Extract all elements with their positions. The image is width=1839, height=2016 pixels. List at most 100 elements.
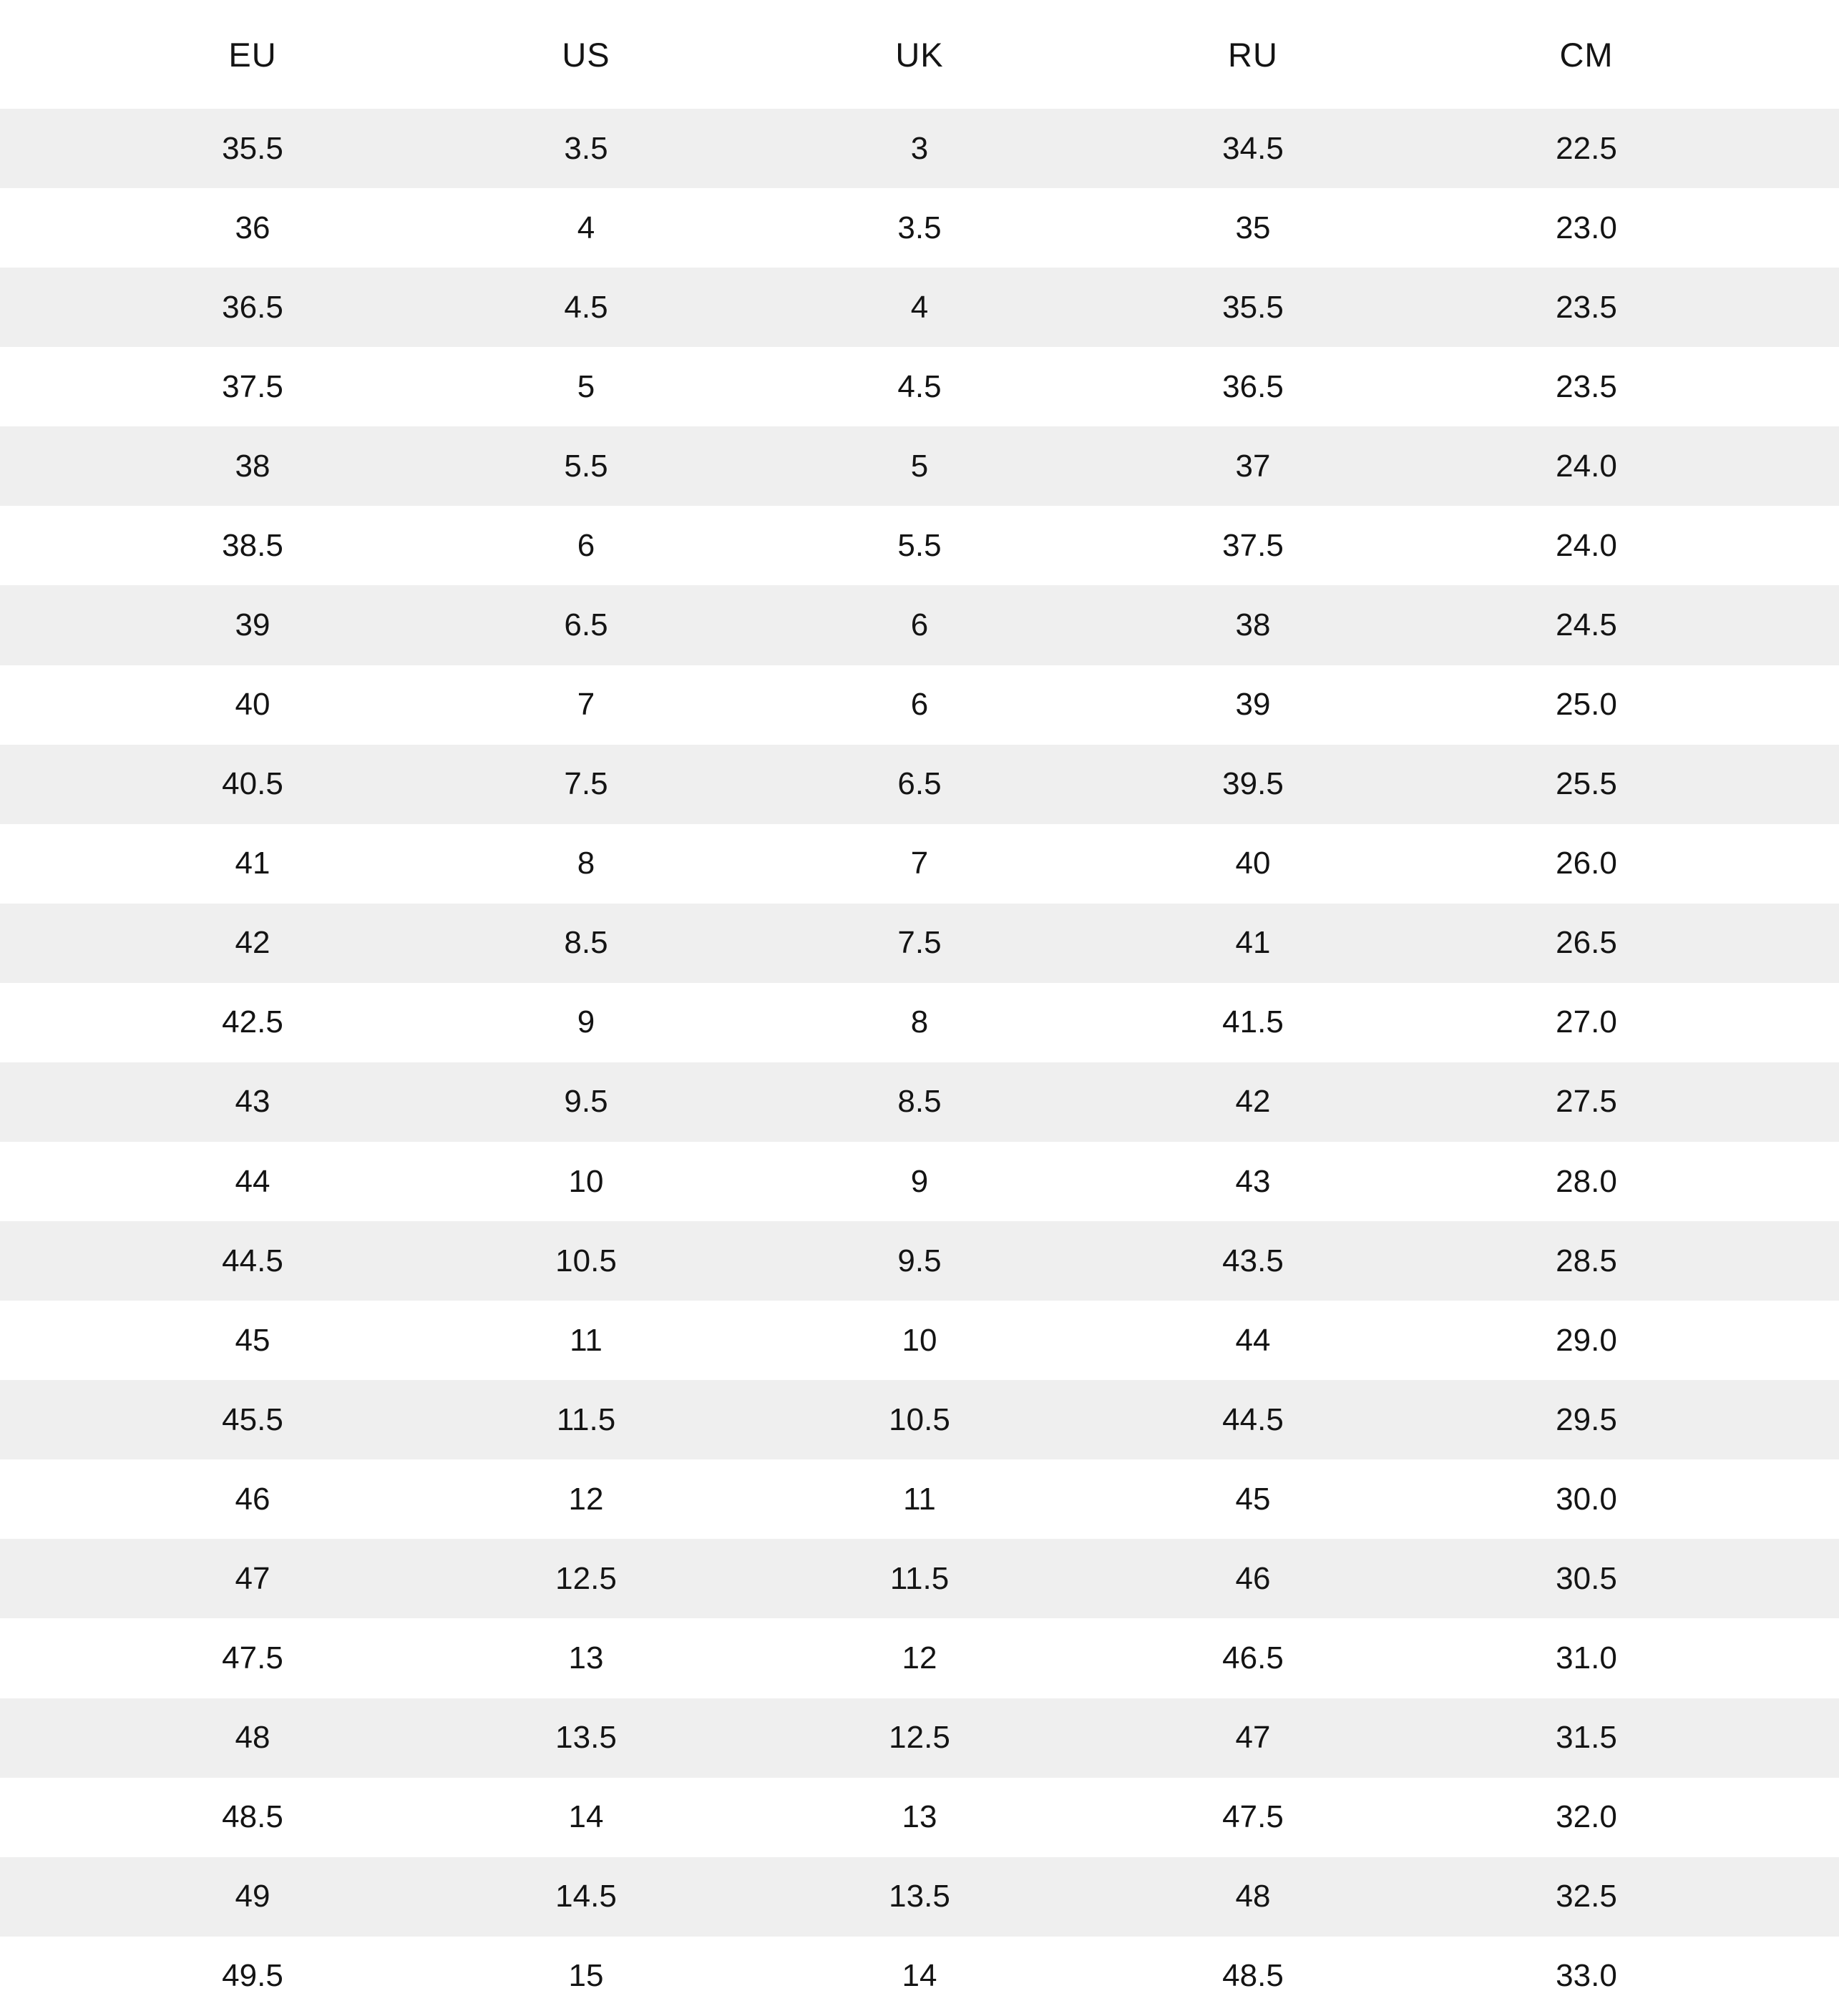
table-cell: 47 [235, 1560, 270, 1596]
table-cell: 32.0 [1556, 1799, 1617, 1835]
table-cell: 38 [235, 448, 270, 484]
table-cell: 6 [910, 687, 929, 723]
table-row: 42.5 9 8 41.5 27.0 [0, 982, 1839, 1062]
table-cell: 39.5 [1222, 766, 1284, 802]
table-cell: 48 [1235, 1879, 1271, 1914]
column-header-cm: CM [1559, 35, 1614, 74]
table-cell: 13 [568, 1640, 604, 1676]
table-cell: 10.5 [889, 1401, 950, 1437]
table-cell: 26.5 [1556, 925, 1617, 961]
table-row: 40.5 7.5 6.5 39.5 25.5 [0, 744, 1839, 824]
table-cell: 32.5 [1556, 1879, 1617, 1914]
table-cell: 9 [577, 1004, 595, 1040]
table-cell: 12.5 [889, 1720, 950, 1756]
table-cell: 7 [910, 846, 929, 881]
table-row: 36.5 4.5 4 35.5 23.5 [0, 268, 1839, 348]
column-header-uk: UK [895, 35, 944, 74]
table-cell: 9.5 [564, 1084, 608, 1120]
table-cell: 4.5 [564, 289, 608, 325]
table-cell: 39 [235, 607, 270, 642]
table-cell: 27.0 [1556, 1004, 1617, 1040]
column-header-us: US [562, 35, 610, 74]
table-cell: 11 [570, 1322, 603, 1358]
table-row: 47 12.5 11.5 46 30.5 [0, 1539, 1839, 1619]
table-row: 42 8.5 7.5 41 26.5 [0, 903, 1839, 983]
table-cell: 29.0 [1556, 1322, 1617, 1358]
table-row: 48.5 14 13 47.5 32.0 [0, 1777, 1839, 1857]
table-cell: 6 [577, 527, 595, 563]
table-row: 38.5 6 5.5 37.5 24.0 [0, 506, 1839, 586]
table-cell: 46 [1235, 1560, 1271, 1596]
column-header-eu: EU [228, 35, 277, 74]
table-cell: 41 [1235, 925, 1271, 961]
table-cell: 29.5 [1556, 1401, 1617, 1437]
table-row: 43 9.5 8.5 42 27.5 [0, 1062, 1839, 1142]
table-cell: 7.5 [564, 766, 608, 802]
table-cell: 40 [1235, 846, 1271, 881]
table-cell: 43.5 [1222, 1243, 1284, 1278]
table-cell: 44 [1235, 1322, 1271, 1358]
table-cell: 6.5 [897, 766, 942, 802]
table-cell: 37.5 [1222, 527, 1284, 563]
table-cell: 10 [568, 1163, 604, 1199]
table-cell: 44.5 [1222, 1401, 1284, 1437]
table-row: 49 14.5 13.5 48 32.5 [0, 1856, 1839, 1937]
table-cell: 4 [577, 210, 595, 245]
table-cell: 14.5 [555, 1879, 617, 1914]
table-cell: 24.5 [1556, 607, 1617, 642]
table-row: 45 11 10 44 29.0 [0, 1301, 1839, 1381]
table-cell: 10.5 [555, 1243, 617, 1278]
table-cell: 45 [1235, 1481, 1271, 1517]
table-row: 49.5 15 14 48.5 33.0 [0, 1936, 1839, 2016]
table-row: 36 4 3.5 35 23.0 [0, 188, 1839, 268]
table-cell: 11.5 [889, 1560, 950, 1596]
table-cell: 40 [235, 687, 270, 723]
table-cell: 5 [577, 368, 595, 404]
table-cell: 5 [910, 448, 929, 484]
table-cell: 3.5 [897, 210, 942, 245]
table-cell: 4 [910, 289, 929, 325]
table-row: 44.5 10.5 9.5 43.5 28.5 [0, 1221, 1839, 1301]
table-cell: 15 [568, 1958, 604, 1994]
table-cell: 43 [1235, 1163, 1271, 1199]
table-cell: 9.5 [897, 1243, 942, 1278]
table-cell: 37 [1235, 448, 1271, 484]
table-cell: 49.5 [222, 1958, 283, 1994]
table-cell: 43 [235, 1084, 270, 1120]
table-cell: 47.5 [222, 1640, 283, 1676]
table-cell: 47 [1235, 1720, 1271, 1756]
table-cell: 23.5 [1556, 289, 1617, 325]
table-cell: 24.0 [1556, 448, 1617, 484]
table-row: 38 5.5 5 37 24.0 [0, 426, 1839, 507]
table-cell: 42.5 [222, 1004, 283, 1040]
table-cell: 44.5 [222, 1243, 283, 1278]
table-cell: 48 [235, 1720, 270, 1756]
table-row: 35.5 3.5 3 34.5 22.5 [0, 109, 1839, 189]
table-cell: 41 [235, 846, 270, 881]
table-cell: 6.5 [564, 607, 608, 642]
table-cell: 11.5 [556, 1401, 616, 1437]
table-cell: 11 [903, 1481, 936, 1517]
table-row: 44 10 9 43 28.0 [0, 1142, 1839, 1222]
table-cell: 34.5 [1222, 130, 1284, 166]
table-cell: 14 [902, 1958, 937, 1994]
table-cell: 23.5 [1556, 368, 1617, 404]
table-cell: 26.0 [1556, 846, 1617, 881]
table-cell: 13 [902, 1799, 937, 1835]
table-cell: 22.5 [1556, 130, 1617, 166]
table-cell: 31.0 [1556, 1640, 1617, 1676]
table-cell: 8.5 [564, 925, 608, 961]
table-header-row: EU US UK RU CM [0, 0, 1839, 109]
table-cell: 33.0 [1556, 1958, 1617, 1994]
table-row: 40 7 6 39 25.0 [0, 665, 1839, 745]
table-cell: 3.5 [564, 130, 608, 166]
table-cell: 30.5 [1556, 1560, 1617, 1596]
table-cell: 35.5 [222, 130, 283, 166]
table-row: 37.5 5 4.5 36.5 23.5 [0, 347, 1839, 427]
table-cell: 27.5 [1556, 1084, 1617, 1120]
table-row: 45.5 11.5 10.5 44.5 29.5 [0, 1380, 1839, 1460]
table-cell: 8.5 [897, 1084, 942, 1120]
table-cell: 40.5 [222, 766, 283, 802]
table-cell: 4.5 [897, 368, 942, 404]
